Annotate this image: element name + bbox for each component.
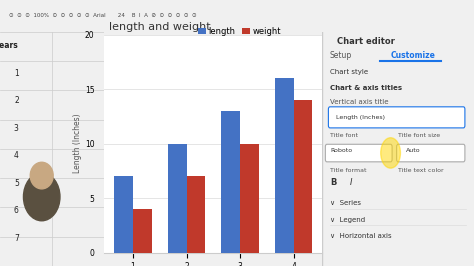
- Legend: length, weight: length, weight: [194, 23, 285, 39]
- Text: ∨  Legend: ∨ Legend: [330, 217, 365, 223]
- Bar: [114, 176, 133, 253]
- Text: 1: 1: [14, 69, 19, 78]
- Bar: [275, 78, 294, 253]
- Text: years: years: [0, 41, 19, 50]
- Text: Title text color: Title text color: [398, 168, 444, 173]
- Text: Title format: Title format: [330, 168, 366, 173]
- Bar: [133, 209, 152, 253]
- Text: Roboto: Roboto: [330, 148, 352, 153]
- Text: I: I: [350, 178, 352, 187]
- FancyBboxPatch shape: [328, 107, 465, 128]
- Text: Chart style: Chart style: [330, 69, 368, 75]
- Text: Title font: Title font: [330, 133, 358, 138]
- Ellipse shape: [30, 162, 53, 189]
- Bar: [168, 144, 186, 253]
- Text: length and weight: length and weight: [109, 22, 210, 32]
- FancyBboxPatch shape: [397, 144, 465, 162]
- Circle shape: [381, 138, 401, 168]
- Ellipse shape: [24, 173, 60, 221]
- Text: Setup: Setup: [330, 51, 352, 60]
- Text: 7: 7: [14, 234, 19, 243]
- Text: ∨  Series: ∨ Series: [330, 200, 361, 206]
- Text: 5: 5: [14, 179, 19, 188]
- Bar: [221, 111, 240, 253]
- Bar: [186, 176, 205, 253]
- Text: Chart editor: Chart editor: [337, 37, 395, 46]
- Text: Length (Inches): Length (Inches): [336, 115, 385, 120]
- Text: 4: 4: [14, 151, 19, 160]
- Bar: [294, 100, 312, 253]
- FancyBboxPatch shape: [325, 144, 392, 162]
- Bar: [240, 144, 259, 253]
- Text: Chart & axis titles: Chart & axis titles: [330, 85, 402, 92]
- Text: 6: 6: [14, 206, 19, 215]
- Text: 2: 2: [14, 96, 19, 105]
- Text: 3: 3: [14, 124, 19, 133]
- Text: ∨  Horizontal axis: ∨ Horizontal axis: [330, 233, 392, 239]
- Y-axis label: Length (Inches): Length (Inches): [73, 114, 82, 173]
- Text: Vertical axis title: Vertical axis title: [330, 99, 388, 106]
- Text: Title font size: Title font size: [398, 133, 440, 138]
- Text: Customize: Customize: [391, 51, 436, 60]
- Text: B: B: [330, 178, 336, 187]
- Text: Auto: Auto: [406, 148, 420, 153]
- Text: ⊙  ⊙  ⊙  100%  ⊙  ⊙  ⊙  ⊙  ⊙  Arial       24    B  I  A  ⊘  ⊙  ⊙  ⊙  ⊙  ⊙: ⊙ ⊙ ⊙ 100% ⊙ ⊙ ⊙ ⊙ ⊙ Arial 24 B I A ⊘ ⊙ …: [9, 14, 197, 18]
